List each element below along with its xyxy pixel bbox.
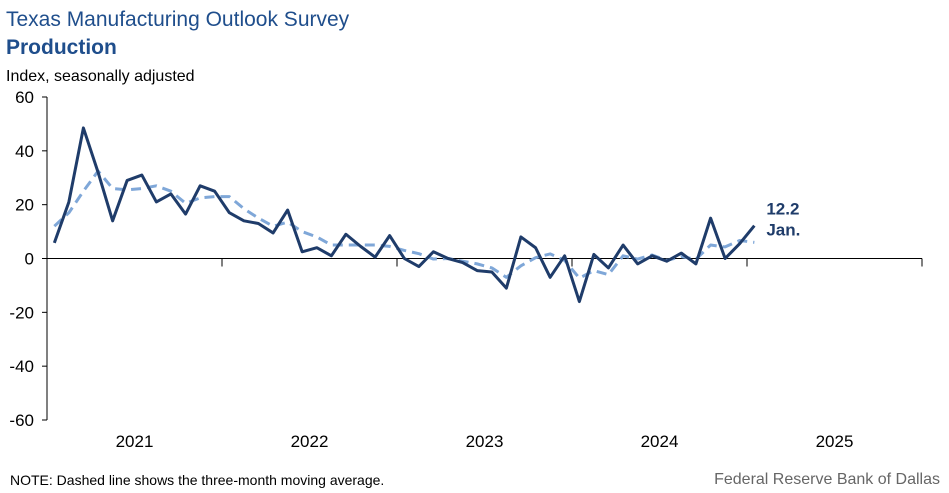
note: NOTE: Dashed line shows the three-month … (10, 472, 384, 488)
chart-subtitle: Production (6, 36, 117, 59)
y-tick-label: -60 (9, 411, 34, 430)
chart-title: Texas Manufacturing Outlook Survey (6, 8, 350, 31)
y-tick-label: 40 (15, 142, 34, 161)
y-tick-label: -40 (9, 357, 34, 376)
x-tick-label: 2023 (466, 432, 504, 451)
x-tick-label: 2024 (641, 432, 679, 451)
y-axis-label: Index, seasonally adjusted (6, 68, 195, 85)
series-line (52, 126, 756, 304)
value-label: 12.2 (766, 200, 799, 219)
source: Federal Reserve Bank of Dallas (714, 471, 940, 488)
y-tick-label: 20 (15, 196, 34, 215)
moving-average-line (53, 169, 755, 280)
x-tick-label: 2022 (291, 432, 329, 451)
y-tick-label: -20 (9, 303, 34, 322)
x-tick-label: 2021 (116, 432, 154, 451)
y-tick-label: 60 (15, 88, 34, 107)
x-tick-label: 2025 (816, 432, 854, 451)
y-tick-label: 0 (25, 250, 34, 269)
annotation: Jan. (766, 221, 800, 240)
